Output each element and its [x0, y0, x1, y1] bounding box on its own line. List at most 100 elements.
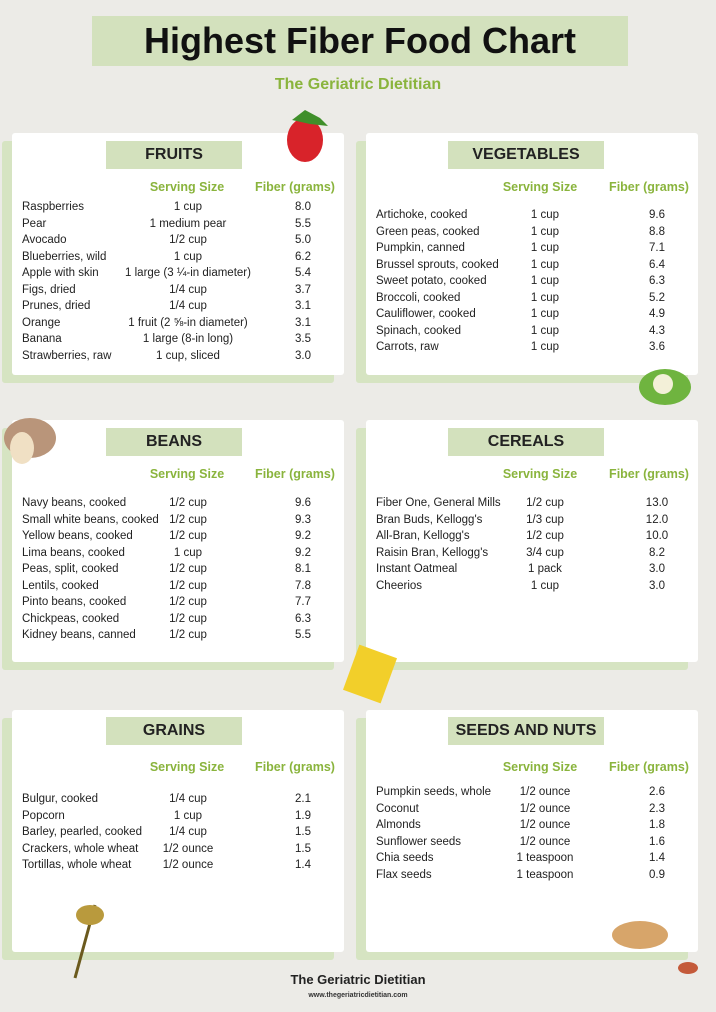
food-name: Banana	[22, 333, 62, 345]
column-header: Serving Size	[502, 467, 578, 481]
section-card	[366, 710, 698, 952]
food-name: Barley, pearled, cooked	[22, 826, 142, 838]
serving-size: 1 cup	[173, 250, 203, 263]
section-card	[366, 133, 698, 375]
strawberry	[287, 118, 323, 162]
fiber-grams: 3.6	[649, 341, 665, 353]
column-header: Serving Size	[502, 180, 578, 194]
food-name: Green peas, cooked	[376, 225, 480, 238]
food-name: Flax seeds	[376, 868, 432, 881]
food-name: All-Bran, Kellogg's	[376, 530, 470, 542]
fiber-grams: 7.1	[649, 242, 665, 254]
food-name: Chickpeas, cooked	[22, 612, 120, 625]
serving-size: 1 cup	[530, 341, 560, 353]
serving-size: 1 large (3 ¼-in diameter)	[125, 267, 251, 279]
section-title: BEANS	[106, 428, 242, 456]
bean	[10, 432, 34, 464]
fiber-grams: 8.8	[649, 225, 665, 238]
fiber-grams: 3.0	[295, 349, 311, 362]
serving-size: 1 fruit (2 ⅝-in diameter)	[128, 316, 248, 329]
fiber-grams: 1.4	[649, 852, 665, 864]
serving-size: 1 cup	[530, 275, 560, 287]
fiber-grams: 5.5	[295, 629, 311, 641]
title-box	[92, 16, 628, 66]
serving-size: 1/2 ounce	[519, 835, 571, 848]
fiber-grams: 2.6	[649, 786, 665, 798]
serving-size: 1/2 ounce	[162, 842, 214, 855]
serving-size: 1 teaspoon	[516, 868, 574, 881]
food-name: Cauliflower, cooked	[376, 308, 476, 320]
food-name: Pumpkin seeds, whole	[376, 786, 492, 798]
fiber-grams: 7.7	[295, 596, 311, 608]
serving-size: 1/2 ounce	[519, 786, 571, 798]
serving-size: 1/2 cup	[526, 530, 564, 542]
food-name: Cheerios	[376, 579, 423, 592]
fiber-grams: 3.1	[295, 300, 311, 312]
section-title: SEEDS AND NUTS	[448, 717, 604, 745]
fiber-grams: 6.3	[295, 612, 311, 625]
fiber-grams: 1.5	[295, 842, 311, 855]
fiber-grams: 6.3	[649, 275, 665, 287]
fiber-grams: 6.2	[295, 250, 311, 263]
section-title: VEGETABLES	[448, 141, 604, 169]
section-title: CEREALS	[448, 428, 604, 456]
column-header: Fiber (grams)	[255, 760, 335, 774]
footer-name: The Geriatric Dietitian	[290, 972, 426, 987]
fiber-grams: 5.4	[295, 267, 311, 279]
fiber-grams: 9.6	[649, 209, 665, 221]
fiber-grams: 9.2	[295, 546, 311, 559]
serving-size: 1/2 cup	[169, 513, 207, 526]
food-name: Avocado	[22, 234, 67, 246]
food-name: Broccoli, cooked	[376, 291, 461, 304]
serving-size: 1 cup	[173, 809, 203, 822]
food-name: Figs, dried	[22, 283, 76, 296]
column-header: Serving Size	[502, 760, 578, 774]
nut	[678, 962, 698, 974]
serving-size: 1/2 ounce	[519, 819, 571, 831]
food-name: Apple with skin	[22, 267, 99, 279]
serving-size: 1/4 cup	[169, 283, 207, 296]
section-card	[12, 420, 344, 662]
serving-size: 1 pack	[528, 563, 562, 575]
fiber-grams: 2.3	[649, 802, 665, 815]
serving-size: 1 cup	[530, 579, 560, 592]
serving-size: 1 teaspoon	[516, 852, 574, 864]
serving-size: 3/4 cup	[526, 546, 564, 559]
section-title: GRAINS	[106, 717, 242, 745]
fiber-grams: 9.2	[295, 530, 311, 542]
title: Highest Fiber Food Chart	[144, 20, 576, 61]
food-name: Chia seeds	[376, 852, 434, 864]
fiber-grams: 1.8	[649, 819, 665, 831]
serving-size: 1 cup	[530, 242, 560, 254]
serving-size: 1/4 cup	[169, 300, 207, 312]
serving-size: 1/2 cup	[169, 596, 207, 608]
fiber-grams: 6.4	[649, 258, 665, 271]
serving-size: 1/2 cup	[169, 612, 207, 625]
food-name: Navy beans, cooked	[22, 497, 127, 509]
column-header: Fiber (grams)	[255, 180, 335, 194]
section-card	[366, 420, 698, 662]
serving-size: 1 medium pear	[149, 217, 227, 230]
column-header: Fiber (grams)	[609, 760, 689, 774]
food-name: Small white beans, cooked	[22, 513, 159, 526]
column-header: Fiber (grams)	[609, 180, 689, 194]
fiber-grams: 13.0	[645, 497, 669, 509]
fiber-grams: 0.9	[649, 868, 665, 881]
food-name: Fiber One, General Mills	[376, 497, 501, 509]
serving-size: 1/4 cup	[169, 793, 207, 805]
food-name: Pinto beans, cooked	[22, 596, 127, 608]
food-name: Artichoke, cooked	[376, 209, 468, 221]
food-name: Sweet potato, cooked	[376, 275, 487, 287]
section-title: FRUITS	[106, 141, 242, 169]
strawberry-leaf	[292, 110, 328, 126]
nuts	[612, 921, 668, 949]
serving-size: 1/2 cup	[169, 629, 207, 641]
serving-size: 1/2 ounce	[519, 802, 571, 815]
food-name: Raspberries	[22, 201, 84, 213]
section-card	[12, 133, 344, 375]
food-name: Prunes, dried	[22, 300, 91, 312]
fiber-grams: 8.2	[649, 546, 665, 559]
column-header: Serving Size	[149, 760, 225, 774]
food-name: Bran Buds, Kellogg's	[376, 513, 483, 526]
food-name: Coconut	[376, 802, 419, 815]
